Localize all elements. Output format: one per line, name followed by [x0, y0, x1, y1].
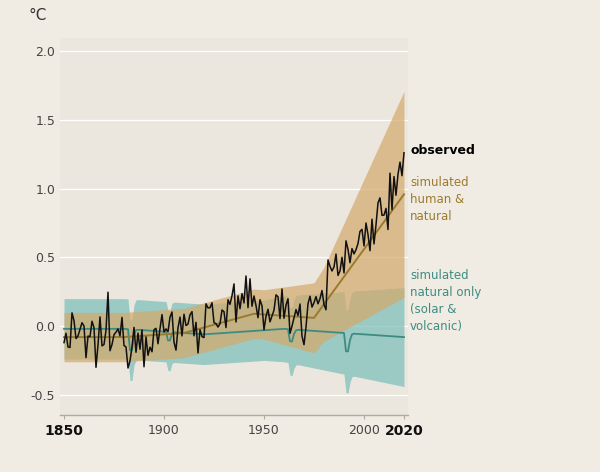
Text: °C: °C — [29, 8, 47, 23]
Text: observed: observed — [410, 144, 475, 157]
Text: simulated
natural only
(solar &
volcanic): simulated natural only (solar & volcanic… — [410, 270, 481, 333]
Text: simulated
human &
natural: simulated human & natural — [410, 176, 469, 223]
